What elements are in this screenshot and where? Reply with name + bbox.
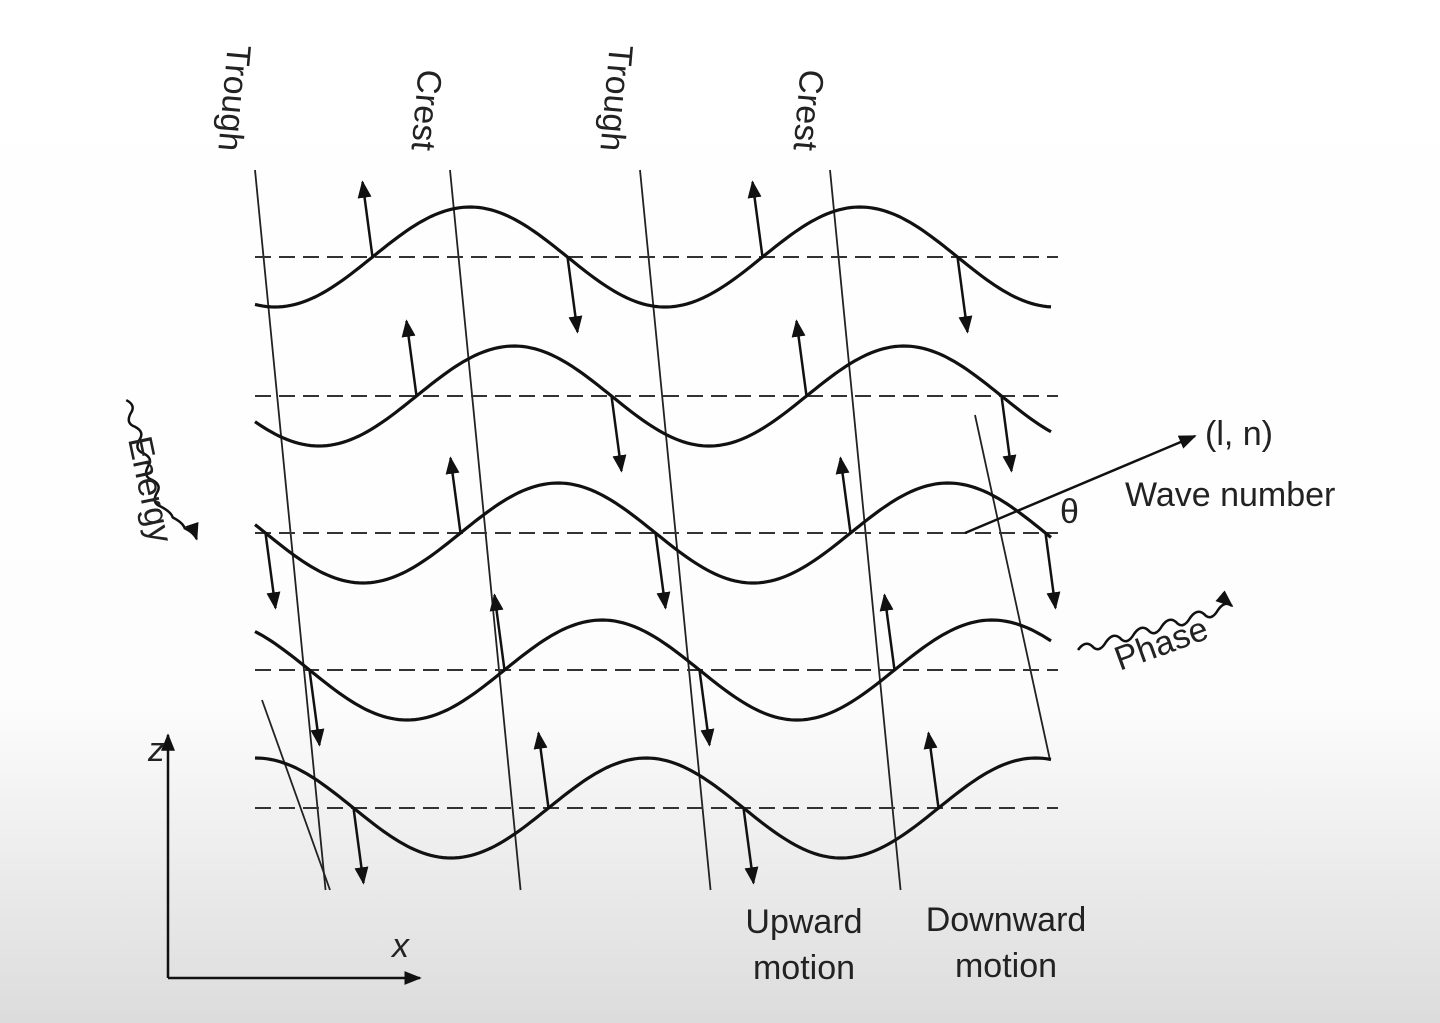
downward-arrow	[566, 256, 583, 334]
wave	[254, 618, 1052, 722]
wave	[254, 344, 1052, 448]
wave-number-label: Wave number	[1125, 476, 1335, 514]
upward-arrow	[489, 593, 506, 671]
upward-arrow	[357, 180, 374, 258]
downward-arrow	[742, 807, 759, 885]
downward-label: Downward motion	[926, 901, 1087, 985]
wave-layer	[254, 169, 1061, 891]
trough-label: Trough	[210, 43, 257, 152]
upward-arrow	[747, 180, 764, 258]
phase-arrow	[1076, 590, 1234, 651]
z-axis-label: z	[147, 731, 165, 769]
downward-arrow	[1044, 532, 1061, 610]
downward-arrow	[1000, 395, 1017, 473]
crest-label: Crest	[785, 68, 830, 153]
phase-line	[449, 169, 522, 891]
wave-vector-label: (l, n)	[1205, 415, 1273, 453]
phase-line	[974, 414, 1051, 761]
phase-line	[829, 169, 902, 891]
wave-vector-arrow	[964, 434, 1197, 535]
phase-line	[261, 699, 331, 891]
upward-arrow	[401, 319, 418, 397]
upward-arrow	[791, 319, 808, 397]
downward-arrow	[352, 807, 369, 885]
crest-label: Crest	[403, 68, 448, 153]
downward-arrow	[956, 256, 973, 334]
energy-arrow	[125, 398, 199, 541]
upward-line: motion	[753, 949, 855, 987]
downward-line: motion	[955, 947, 1057, 985]
upward-label: Upward motion	[745, 903, 862, 987]
downward-arrow	[308, 669, 325, 747]
upward-arrow	[835, 456, 852, 534]
wave	[254, 205, 1052, 309]
downward-arrow	[264, 532, 281, 610]
upward-arrow	[533, 731, 550, 809]
upward-line: Upward	[745, 903, 862, 941]
phase-line	[254, 169, 327, 891]
upward-arrow	[445, 456, 462, 534]
phase-line	[639, 169, 712, 891]
trough-label: Trough	[592, 43, 639, 152]
downward-arrow	[610, 395, 627, 473]
upward-arrow	[923, 731, 940, 809]
downward-arrow	[654, 532, 671, 610]
x-axis-label: x	[390, 927, 410, 965]
upward-arrow	[879, 593, 896, 671]
wave	[254, 481, 1052, 585]
angle-label: θ	[1060, 493, 1079, 531]
downward-arrow	[698, 669, 715, 747]
wave	[254, 756, 1052, 860]
downward-line: Downward	[926, 901, 1087, 939]
